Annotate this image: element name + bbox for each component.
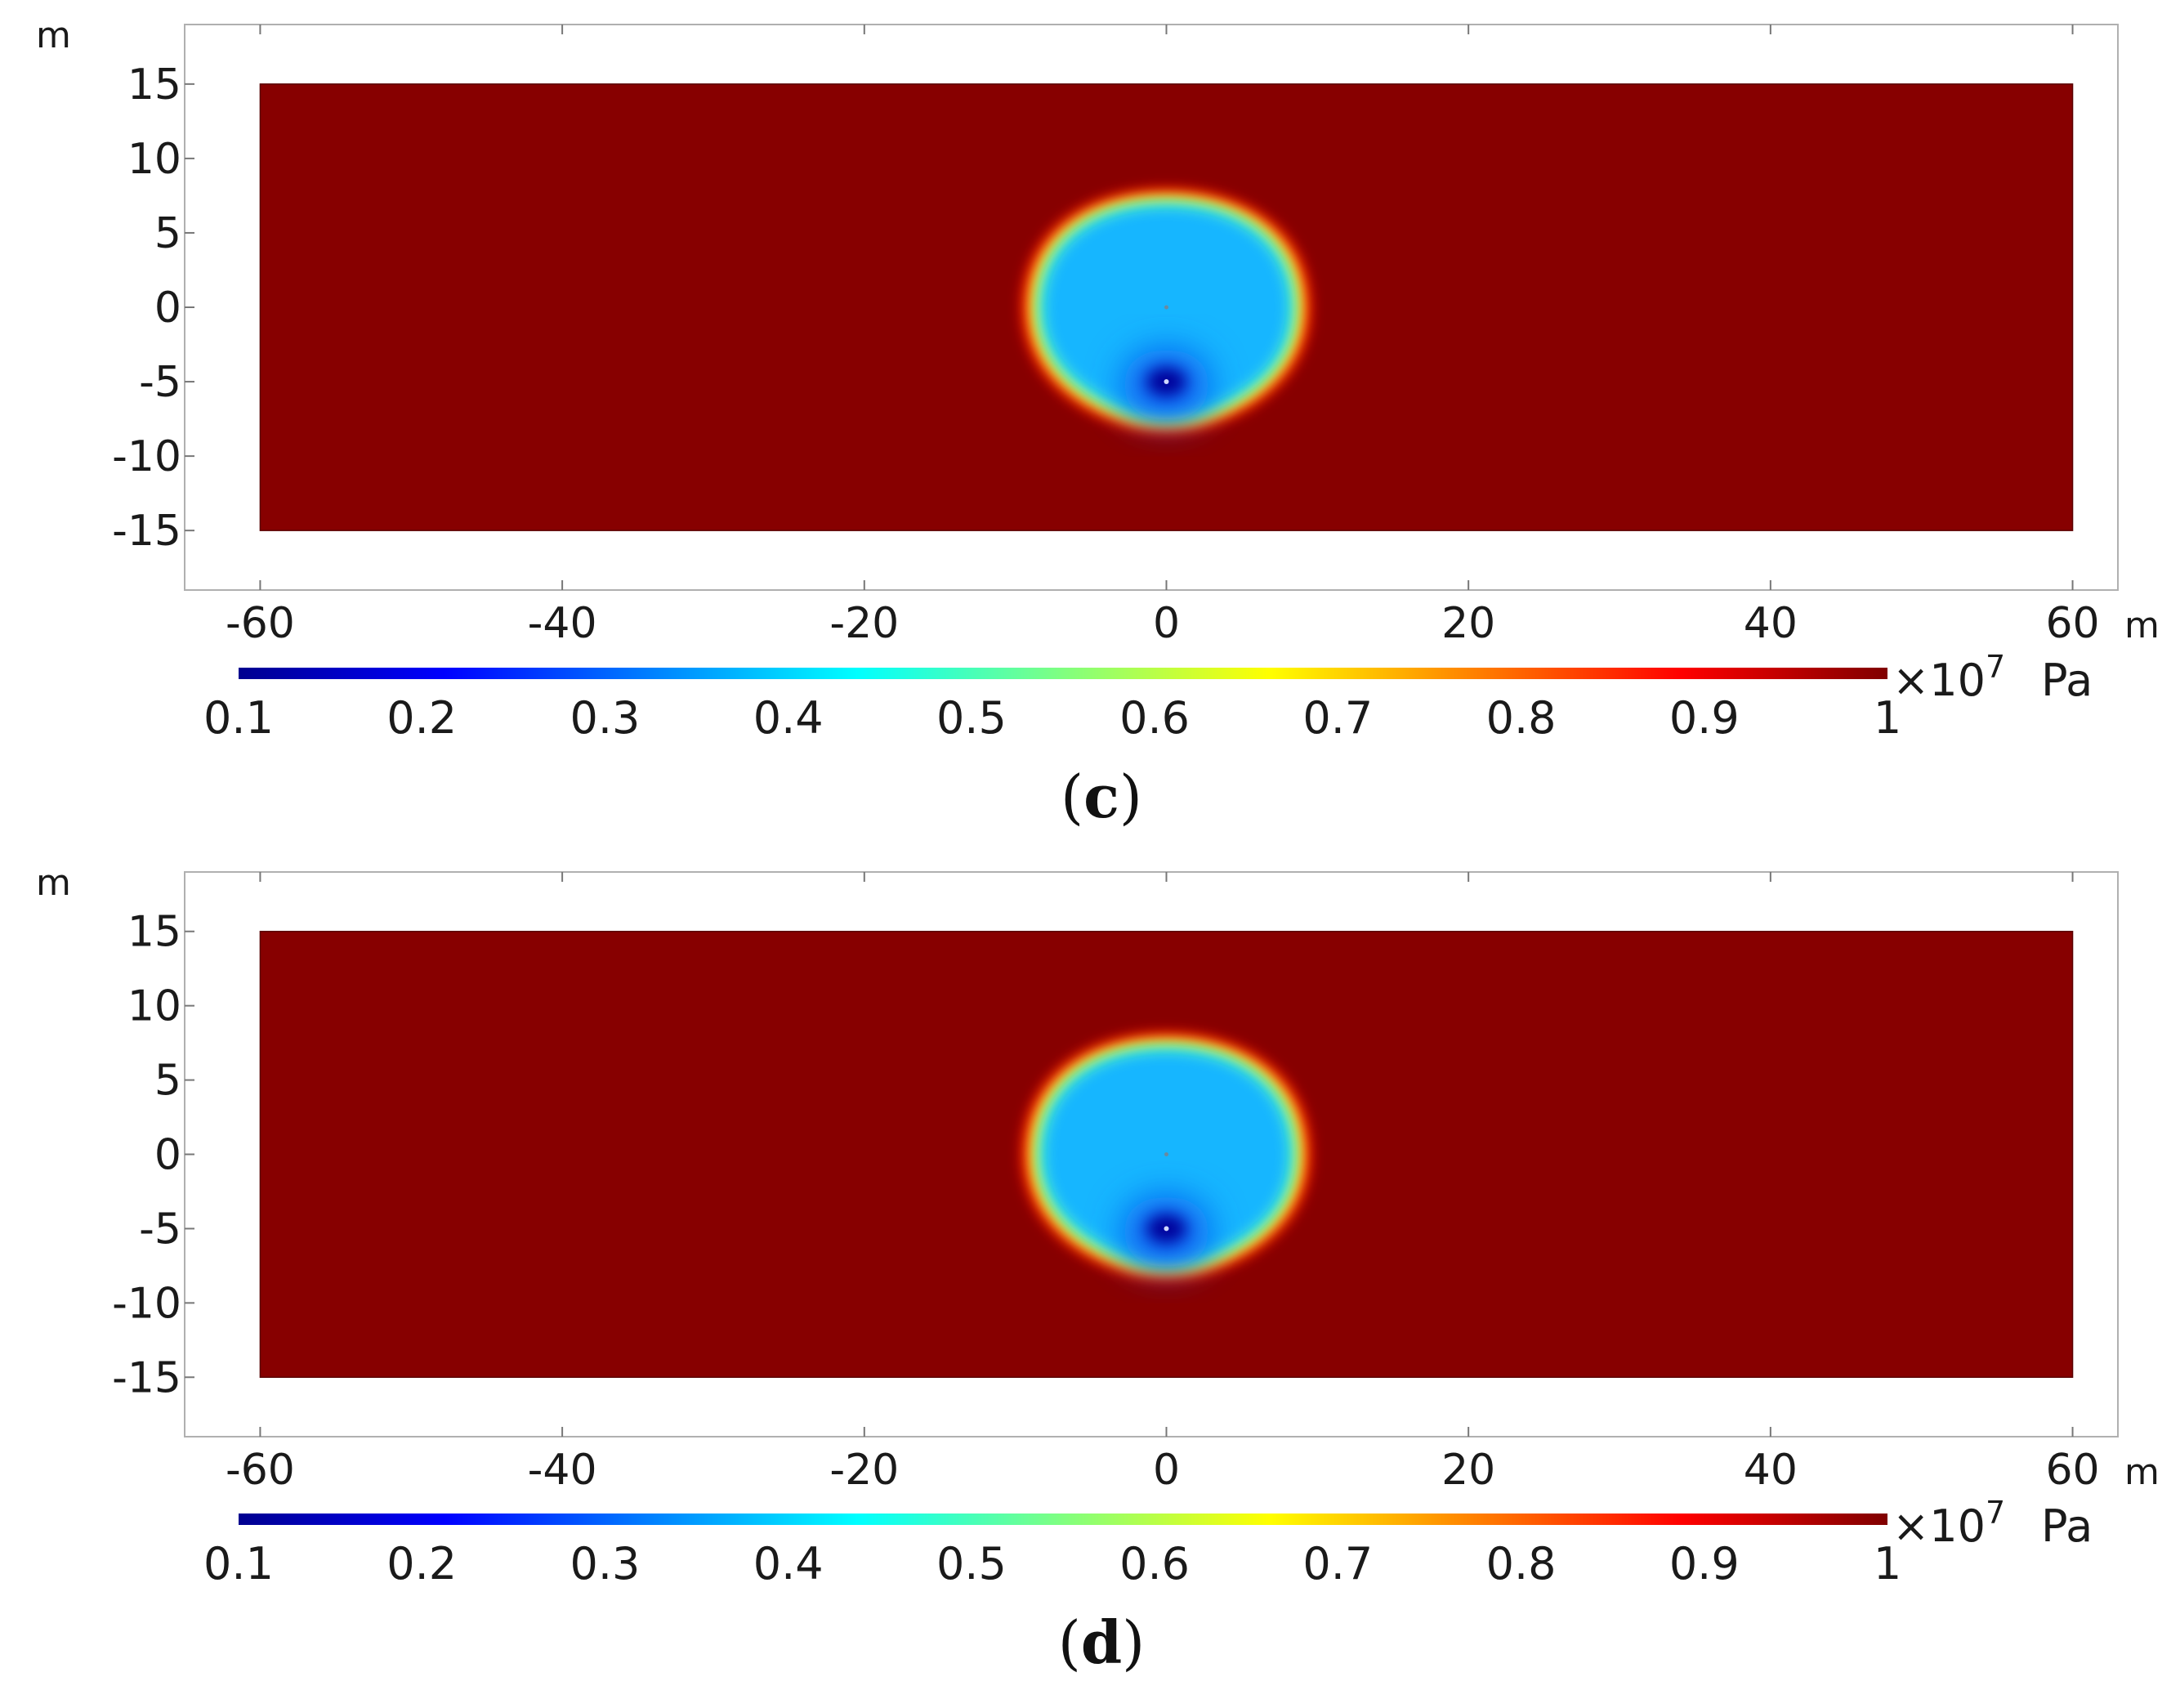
x-tick-label: 0 [1153, 1446, 1180, 1495]
y-axis-label: m [36, 15, 71, 56]
colorbar-scale: ×107 [1892, 1495, 2005, 1552]
colorbar-tick-label: 0.2 [386, 692, 457, 744]
colorbar-tick-label: 0.4 [753, 692, 824, 744]
colorbar-tick-label: 0.9 [1669, 692, 1740, 744]
y-tick-label: 10 [127, 982, 181, 1031]
colorbar-tick-label: 0.6 [1119, 692, 1190, 744]
y-tick-label: -15 [112, 1353, 181, 1402]
x-tick-label: 20 [1441, 1446, 1495, 1495]
y-tick-label: -5 [139, 1205, 181, 1254]
colorbar-tick-label: 0.2 [386, 1538, 457, 1590]
colorbar [239, 1514, 1887, 1525]
x-tick-label: 60 [2045, 599, 2099, 648]
colorbar-tick-label: 0.3 [570, 692, 640, 744]
colorbar-tick-label: 0.1 [203, 1538, 274, 1590]
center-point-marker [1164, 305, 1168, 310]
minimum-point-marker [1164, 379, 1169, 385]
y-tick-label: -10 [112, 1279, 181, 1328]
x-tick-label: -60 [226, 1446, 295, 1495]
minimum-point-marker [1164, 1226, 1169, 1232]
colorbar-tick-label: 0.5 [936, 1538, 1007, 1590]
pressure-field [260, 931, 2073, 1378]
x-tick-label: -20 [829, 599, 899, 648]
x-tick-label: 40 [1744, 1446, 1798, 1495]
x-tick-label: 20 [1441, 599, 1495, 648]
colorbar-tick-label: 0.3 [570, 1538, 640, 1590]
center-point-marker [1164, 1152, 1168, 1156]
y-tick-label: 5 [154, 209, 181, 258]
y-tick-label: 5 [154, 1057, 181, 1106]
y-tick-label: 0 [154, 1131, 181, 1180]
panel-label: (c) [1061, 762, 1142, 831]
y-tick-label: 10 [127, 135, 181, 184]
domain-outline [259, 930, 2074, 1379]
colorbar-tick-label: 0.7 [1302, 692, 1373, 744]
panel-c: 15 10 5 0 -5 -10 -15 -60 -40 -20 0 20 40 60 m m 0.1 0.2 0.… [36, 15, 2160, 831]
x-tick-label: -40 [528, 1446, 597, 1495]
colorbar-unit: Pa [2041, 1500, 2093, 1552]
x-tick-label: 0 [1153, 599, 1180, 648]
y-tick-label: -15 [112, 507, 181, 556]
colorbar-tick-label: 1 [1874, 1538, 1901, 1590]
colorbar-tick-label: 1 [1874, 692, 1901, 744]
colorbar-unit: Pa [2041, 655, 2093, 706]
colorbar-tick-label: 0.4 [753, 1538, 824, 1590]
y-tick-label: 15 [127, 908, 181, 957]
panel-d: 15 10 5 0 -5 -10 -15 -60 -40 -20 0 20 40 60 m m 0.1 0.2 0.… [36, 862, 2160, 1677]
colorbar-tick-label: 0.8 [1486, 1538, 1557, 1590]
colorbar-tick-label: 0.1 [203, 692, 274, 744]
colorbar-scale: ×107 [1892, 649, 2005, 706]
y-tick-label: 0 [154, 284, 181, 333]
y-tick-label: -10 [112, 432, 181, 481]
domain-outline [259, 83, 2074, 531]
x-tick-label: 40 [1744, 599, 1798, 648]
x-tick-label: -20 [829, 1446, 899, 1495]
colorbar-tick-label: 0.6 [1119, 1538, 1190, 1590]
x-axis-label: m [2124, 1451, 2160, 1493]
x-tick-label: -60 [226, 599, 295, 648]
y-tick-label: 15 [127, 60, 181, 110]
y-axis-label: m [36, 862, 71, 904]
colorbar-tick-label: 0.5 [936, 692, 1007, 744]
colorbar-tick-label: 0.9 [1669, 1538, 1740, 1590]
colorbar-tick-label: 0.8 [1486, 692, 1557, 744]
pressure-field [260, 83, 2073, 531]
x-axis-label: m [2124, 605, 2160, 646]
x-tick-label: 60 [2045, 1446, 2099, 1495]
depression-zone [1043, 206, 1290, 415]
panel-label: (d) [1058, 1607, 1146, 1677]
y-tick-label: -5 [139, 358, 181, 407]
x-tick-label: -40 [528, 599, 597, 648]
colorbar [239, 668, 1887, 679]
colorbar-tick-label: 0.7 [1302, 1538, 1373, 1590]
